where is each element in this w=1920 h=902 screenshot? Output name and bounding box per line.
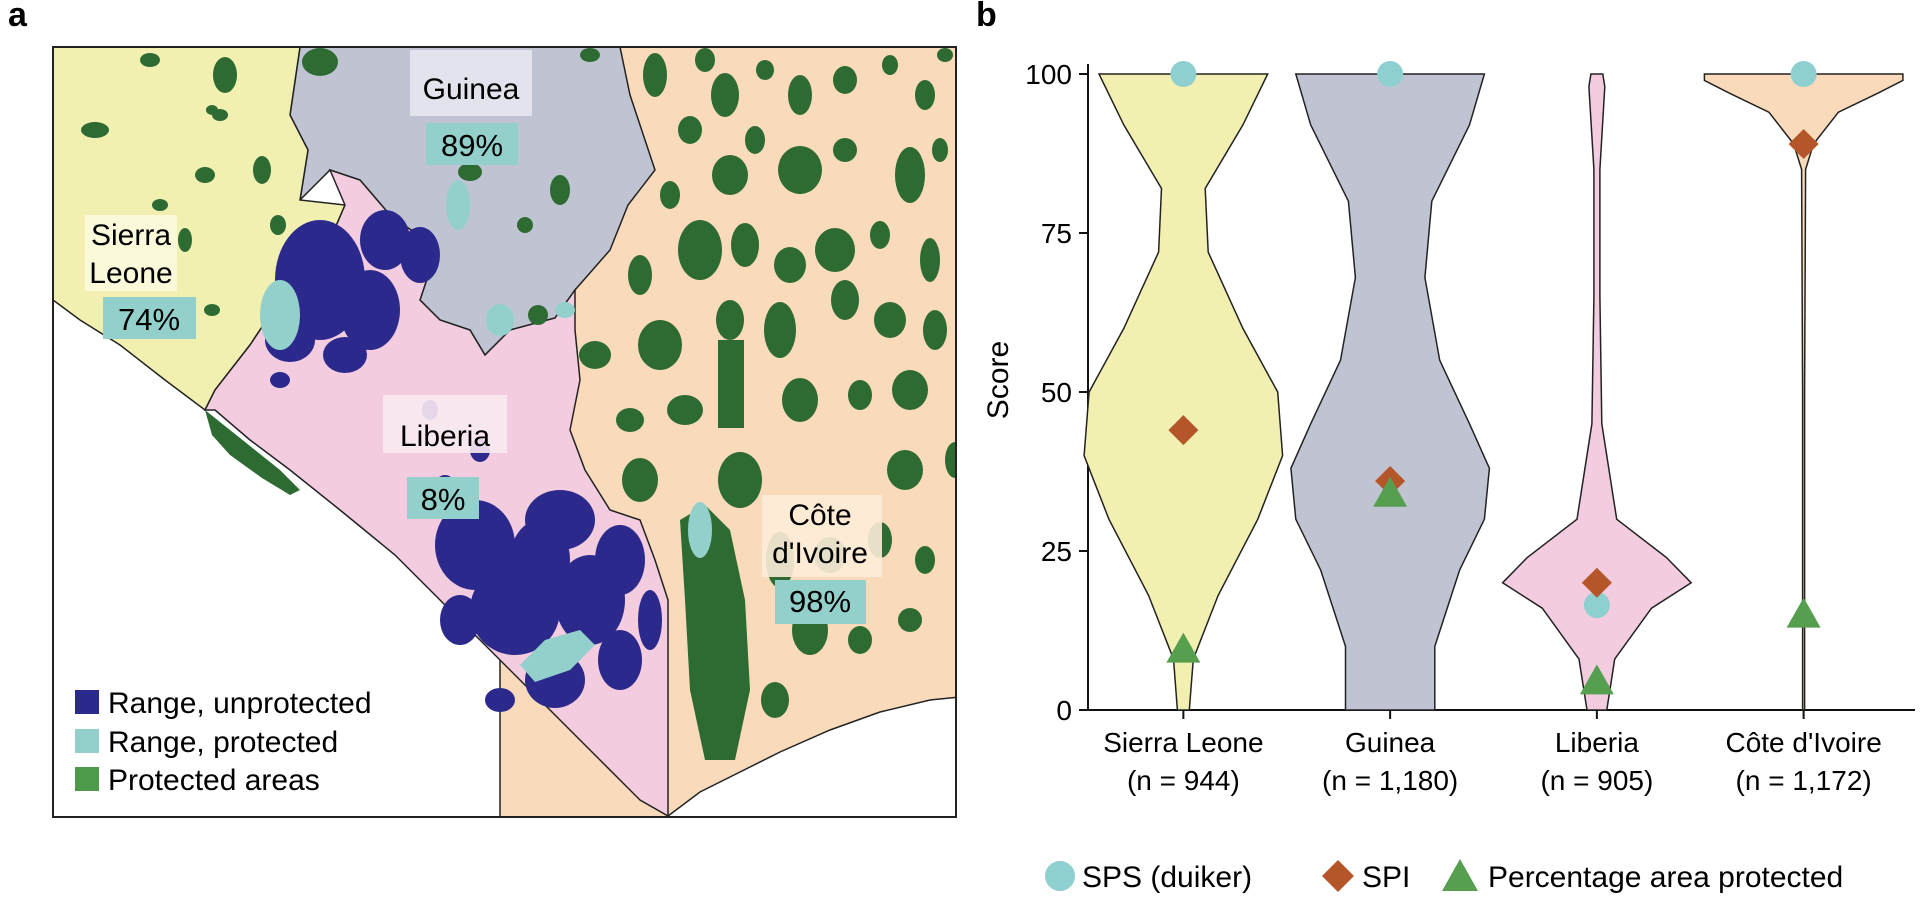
violin-2 [1501, 73, 1693, 711]
marker-sps-3 [1790, 61, 1817, 87]
legend-marker-spi [1322, 860, 1354, 892]
legend-label-spi: SPI [1362, 861, 1410, 894]
guinea-percent: 89% [441, 128, 503, 163]
marker-sps-1 [1377, 61, 1404, 87]
map-legend: Range, unprotected Range, protected Prot… [75, 687, 372, 797]
panel-a-label: a [8, 0, 27, 34]
marker-spi-0 [1168, 415, 1199, 446]
legend-swatch-range-protected [75, 729, 99, 753]
cote-divoire-name-line1: Côte [788, 499, 851, 532]
legend-marker-sps [1045, 861, 1075, 891]
marker-sps-0 [1170, 61, 1197, 87]
sierra-leone-name-line2: Leone [89, 257, 172, 290]
x-tick-label: Liberia [1555, 727, 1639, 758]
sierra-leone-label-group: Sierra Leone 74% [85, 215, 196, 339]
marker-pct-protected-0 [1166, 632, 1201, 663]
y-tick-label: 50 [1041, 377, 1072, 408]
y-axis-label: Score [982, 341, 1015, 419]
marker-spi-2 [1581, 567, 1612, 598]
cote-divoire-percent: 98% [789, 584, 851, 619]
guinea-name: Guinea [423, 73, 520, 106]
legend-swatch-range-unprotected [75, 690, 99, 714]
marker-pct-protected-1 [1373, 476, 1408, 507]
y-tick-label: 25 [1041, 536, 1072, 567]
y-tick-label: 100 [1025, 59, 1072, 90]
violin-chart: Score 0 25 50 75 100 Sierra Leone (n = 944) Gui… [982, 59, 1915, 894]
x-tick-sample-size: (n = 944) [1127, 765, 1240, 796]
guinea-label-group: Guinea 89% [410, 50, 532, 165]
chart-legend: SPS (duiker) SPI Percentage area protect… [1045, 859, 1843, 894]
legend-swatch-protected-areas [75, 767, 99, 791]
violin-3 [1703, 73, 1904, 711]
panel-b-label: b [976, 0, 997, 34]
violin-1 [1290, 73, 1491, 711]
liberia-name: Liberia [400, 420, 490, 453]
legend-label-protected-areas: Protected areas [108, 764, 320, 797]
marker-pct-protected-2 [1579, 664, 1614, 695]
y-tick-label: 0 [1056, 695, 1072, 726]
range-map: Guinea 89% Sierra Leone 74% Liberia 8% C… [52, 46, 957, 818]
x-tick-sample-size: (n = 1,180) [1322, 765, 1458, 796]
x-tick-sample-size: (n = 1,172) [1736, 765, 1872, 796]
x-tick-label: Guinea [1345, 727, 1436, 758]
legend-label-sps: SPS (duiker) [1082, 861, 1252, 894]
legend-label-pct-protected: Percentage area protected [1488, 861, 1843, 894]
x-tick-label: Sierra Leone [1103, 727, 1263, 758]
sierra-leone-percent: 74% [118, 302, 180, 337]
x-tick-label: Côte d'Ivoire [1725, 727, 1881, 758]
marker-sps-2 [1583, 592, 1610, 619]
liberia-percent: 8% [421, 482, 466, 517]
marker-pct-protected-3 [1786, 597, 1821, 628]
y-tick-label: 75 [1041, 218, 1072, 249]
liberia-label-group: Liberia 8% [383, 395, 507, 519]
legend-label-range-protected: Range, protected [108, 726, 338, 759]
cote-divoire-name-line2: d'Ivoire [772, 537, 868, 570]
sierra-leone-name-line1: Sierra [91, 219, 171, 252]
x-tick-sample-size: (n = 905) [1540, 765, 1653, 796]
legend-marker-pct-protected [1442, 859, 1478, 891]
cote-divoire-label-group: Côte d'Ivoire 98% [762, 495, 882, 624]
legend-label-range-unprotected: Range, unprotected [108, 687, 372, 720]
violin-0 [1083, 73, 1284, 711]
marker-spi-3 [1788, 128, 1819, 159]
